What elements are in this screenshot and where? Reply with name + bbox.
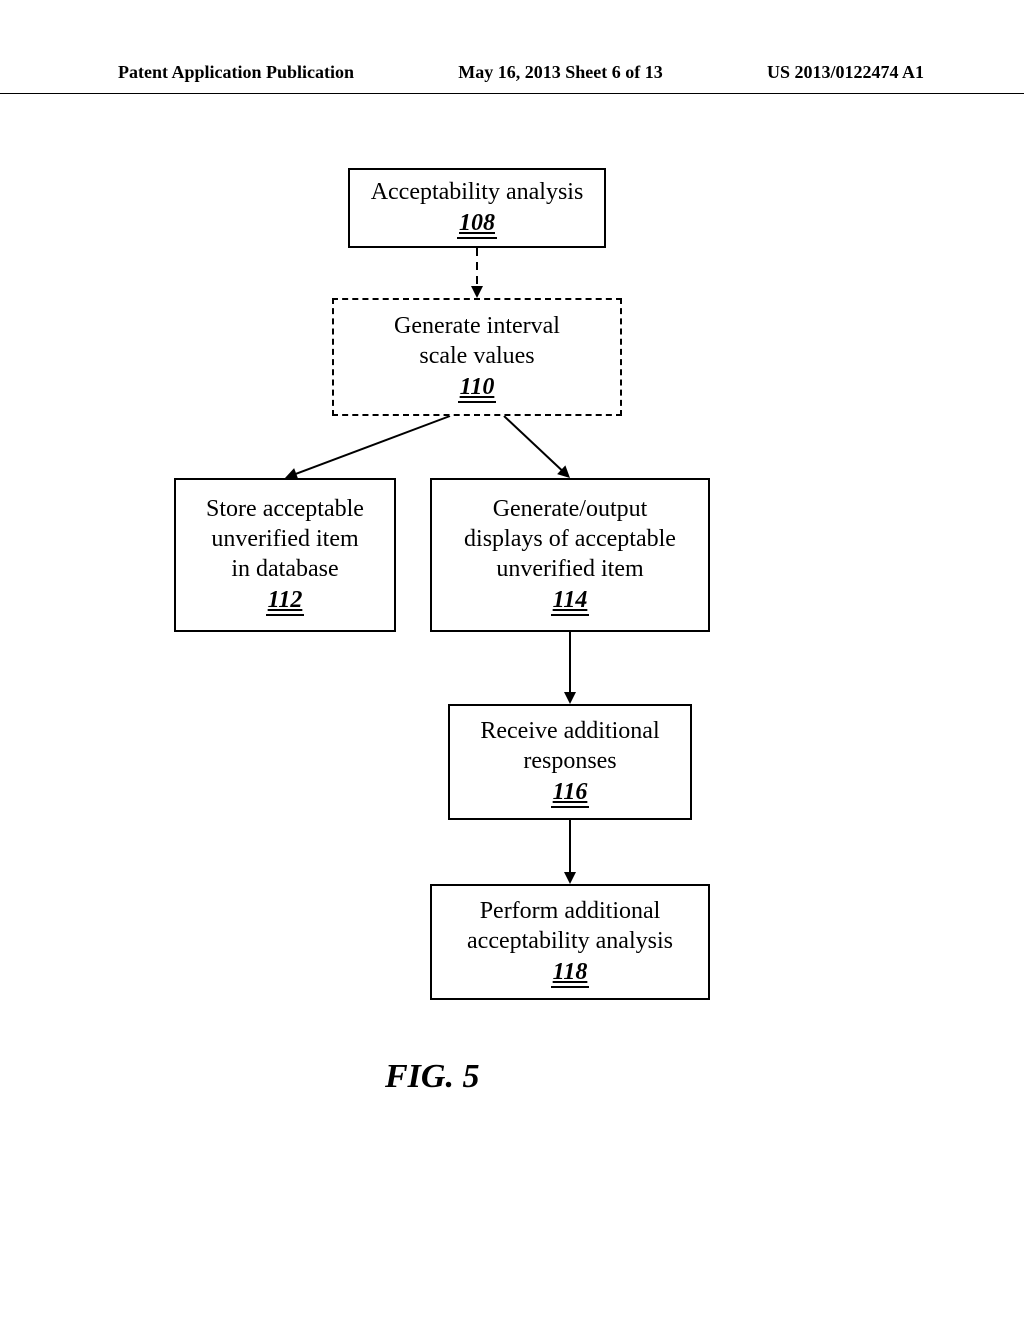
node-label: Perform additional	[480, 896, 661, 926]
node-label: Acceptability analysis	[371, 177, 584, 207]
node-ref: 114	[551, 588, 590, 615]
node-ref: 112	[266, 588, 305, 615]
flowchart-node-108: Acceptability analysis 108	[348, 168, 606, 248]
flowchart-node-110: Generate intervalscale values 110	[332, 298, 622, 416]
node-ref: 110	[458, 375, 497, 402]
figure-caption: FIG. 5	[385, 1058, 479, 1096]
node-label: responses	[523, 746, 616, 776]
flowchart-node-112: Store acceptableunverified itemin databa…	[174, 478, 396, 632]
flowchart-node-116: Receive additionalresponses 116	[448, 704, 692, 820]
node-label: unverified item	[211, 524, 358, 554]
node-label: in database	[231, 554, 338, 584]
node-label: Generate/output	[493, 494, 648, 524]
node-label: displays of acceptable	[464, 524, 676, 554]
node-ref: 116	[551, 780, 590, 807]
node-ref: 108	[457, 211, 497, 238]
node-label: Receive additional	[480, 716, 659, 746]
node-label: unverified item	[496, 554, 643, 584]
flowchart-node-118: Perform additionalacceptability analysis…	[430, 884, 710, 1000]
node-label: Store acceptable	[206, 494, 364, 524]
node-label: acceptability analysis	[467, 926, 673, 956]
node-label: scale values	[419, 341, 534, 371]
flowchart: Acceptability analysis 108 Generate interv…	[0, 0, 1024, 1320]
node-label: Generate interval	[394, 311, 560, 341]
node-ref: 118	[551, 960, 590, 987]
flowchart-node-114: Generate/outputdisplays of acceptableunv…	[430, 478, 710, 632]
page: Patent Application Publication May 16, 2…	[0, 0, 1024, 1320]
